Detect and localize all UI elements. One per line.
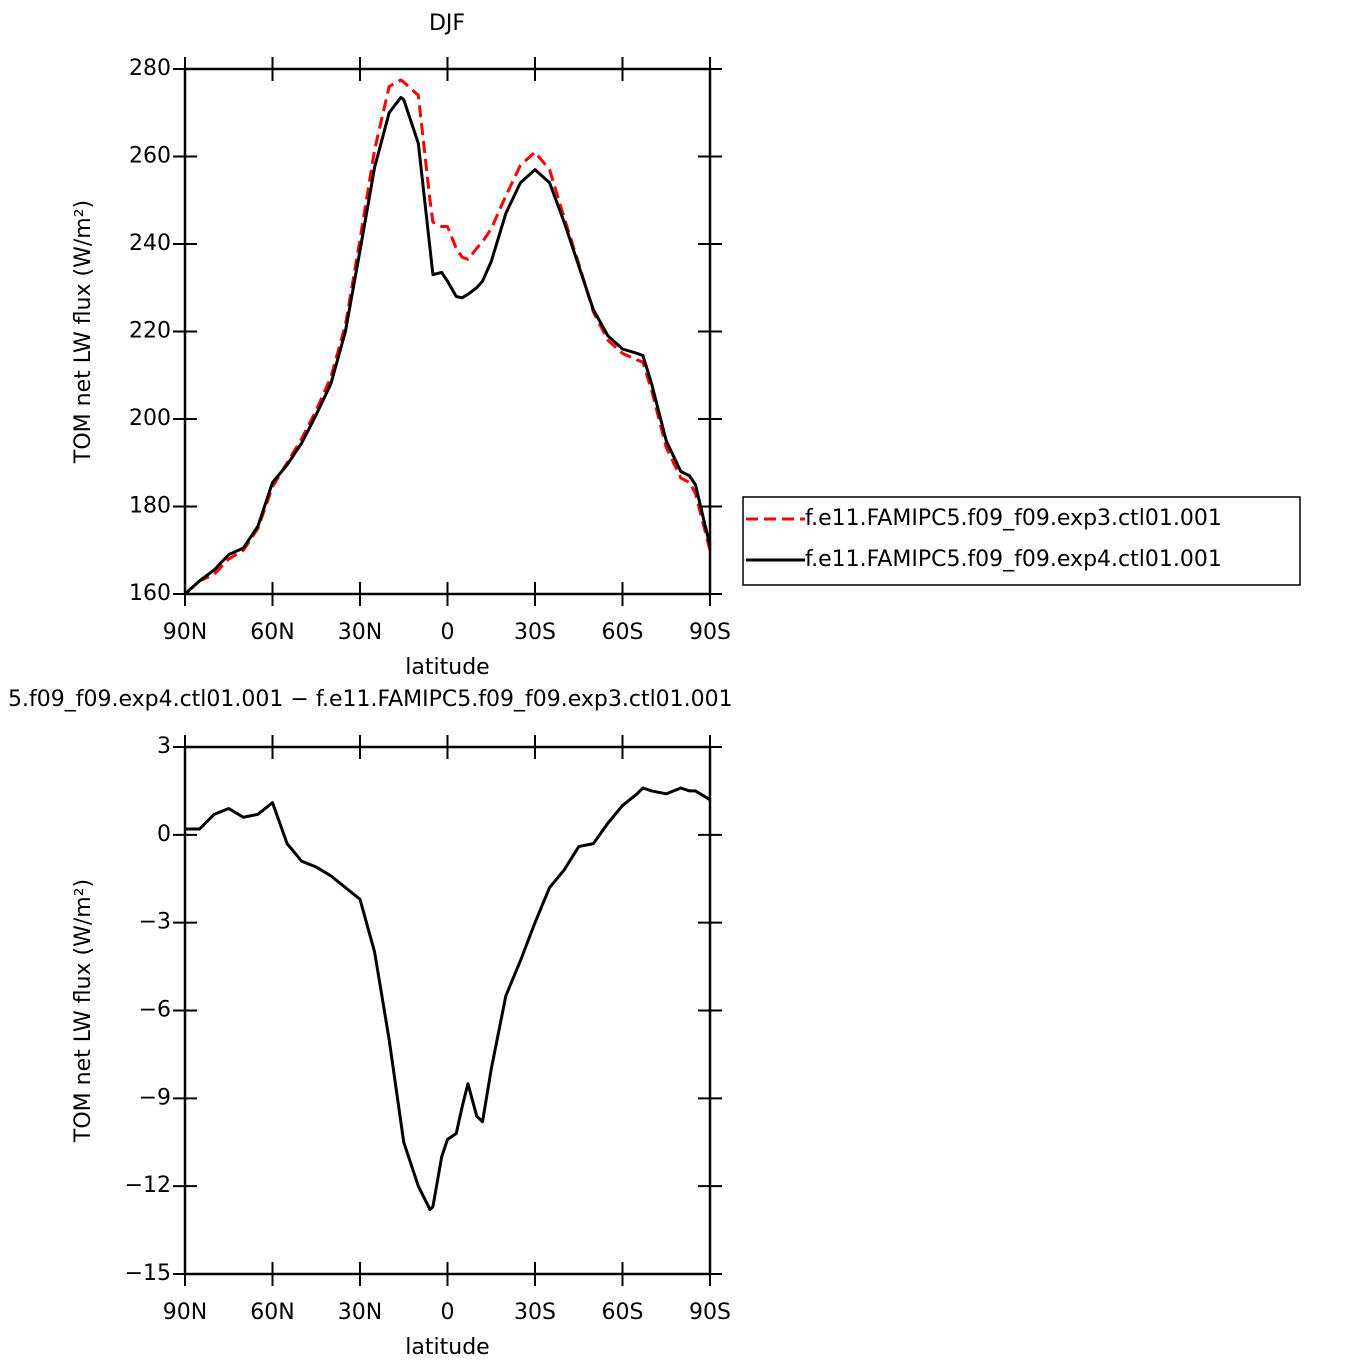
plot-frame xyxy=(183,67,712,596)
x-tick-label: 90N xyxy=(163,620,207,645)
y-tick-label: −12 xyxy=(125,1173,171,1198)
y-tick-label: 180 xyxy=(129,494,171,519)
data-line xyxy=(183,95,712,596)
x-tick-label: 30N xyxy=(338,620,382,645)
x-tick-label: 30N xyxy=(338,1300,382,1325)
legend-box xyxy=(742,496,1301,586)
x-tick-label: 30S xyxy=(514,620,556,645)
x-axis-title: latitude xyxy=(405,1335,489,1360)
chart-title: DJF xyxy=(429,11,465,36)
x-tick-label: 0 xyxy=(441,620,455,645)
x-tick-label: 90S xyxy=(689,1300,731,1325)
y-tick-label: 200 xyxy=(129,406,171,431)
y-tick-label: −15 xyxy=(125,1261,171,1286)
y-axis-title: TOM net LW flux (W/m²) xyxy=(71,879,96,1143)
x-axis-title: latitude xyxy=(405,655,489,680)
x-tick-label: 30S xyxy=(514,1300,556,1325)
y-tick-label: 160 xyxy=(129,581,171,606)
y-tick-label: 220 xyxy=(129,319,171,344)
data-line xyxy=(183,78,712,596)
x-tick-label: 90N xyxy=(163,1300,207,1325)
chart-title: 5.f09_f09.exp4.ctl01.001 − f.e11.FAMIPC5… xyxy=(8,687,733,712)
y-axis-title: TOM net LW flux (W/m²) xyxy=(71,200,96,464)
y-tick-label: 240 xyxy=(129,231,171,256)
y-tick-label: −9 xyxy=(139,1085,171,1110)
x-tick-label: 60N xyxy=(250,1300,294,1325)
x-tick-label: 60S xyxy=(602,1300,644,1325)
y-tick-label: 0 xyxy=(157,822,171,847)
y-tick-label: 3 xyxy=(157,734,171,759)
y-tick-label: 260 xyxy=(129,144,171,169)
x-tick-label: 60N xyxy=(250,620,294,645)
y-tick-label: 280 xyxy=(129,56,171,81)
x-tick-label: 0 xyxy=(441,1300,455,1325)
plot-frame xyxy=(183,745,712,1276)
y-tick-label: −6 xyxy=(139,998,171,1023)
legend-label: f.e11.FAMIPC5.f09_f09.exp4.ctl01.001 xyxy=(805,547,1222,572)
x-tick-label: 60S xyxy=(602,620,644,645)
y-tick-label: −3 xyxy=(139,910,171,935)
legend-label: f.e11.FAMIPC5.f09_f09.exp3.ctl01.001 xyxy=(805,506,1222,531)
data-line xyxy=(185,786,711,1212)
x-tick-label: 90S xyxy=(689,620,731,645)
